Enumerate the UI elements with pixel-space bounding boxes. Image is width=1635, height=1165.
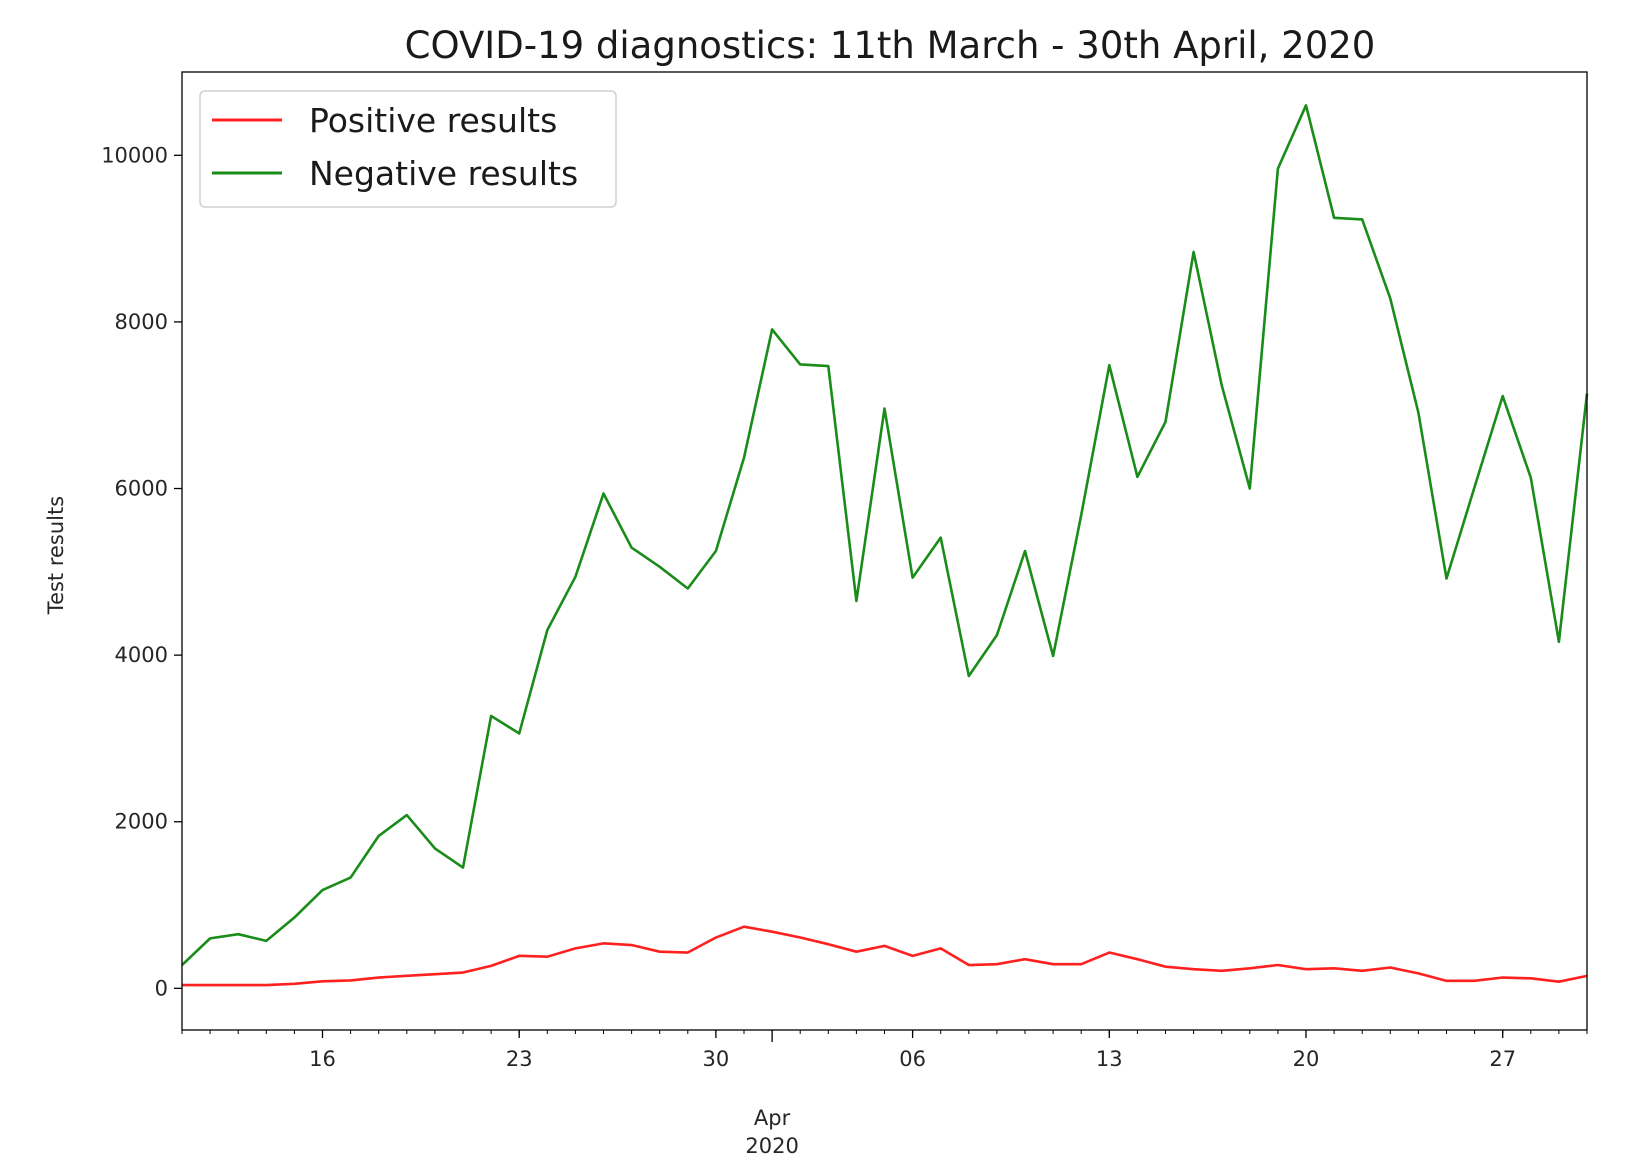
x-major-tick-month: Apr bbox=[754, 1106, 791, 1130]
series-lines bbox=[181, 104, 1589, 987]
x-tick-label: 27 bbox=[1489, 1047, 1516, 1071]
y-tick-label: 10000 bbox=[101, 143, 168, 167]
plot-frame bbox=[181, 71, 1588, 1031]
legend-label-negative: Negative results bbox=[309, 154, 578, 193]
legend-label-positive: Positive results bbox=[309, 101, 557, 140]
plot-area bbox=[182, 72, 1587, 1030]
y-tick-label: 2000 bbox=[115, 810, 168, 834]
y-axis-label: Test results bbox=[44, 496, 68, 615]
series-line-positive bbox=[182, 925, 1588, 987]
y-axis-ticks: 0 2000 4000 6000 8000 10000 bbox=[101, 143, 182, 1000]
x-tick-label: 13 bbox=[1096, 1047, 1123, 1071]
x-tick-label: 20 bbox=[1293, 1047, 1320, 1071]
x-tick-label: 30 bbox=[703, 1047, 730, 1071]
x-tick-label: 16 bbox=[309, 1047, 336, 1071]
x-major-tick-year: 2020 bbox=[745, 1134, 798, 1158]
x-tick-label: 06 bbox=[899, 1047, 926, 1071]
x-tick-label: 23 bbox=[506, 1047, 533, 1071]
y-tick-label: 4000 bbox=[115, 643, 168, 667]
chart-title: COVID-19 diagnostics: 11th March - 30th … bbox=[405, 24, 1376, 67]
y-tick-label: 8000 bbox=[115, 310, 168, 334]
y-tick-label: 0 bbox=[155, 976, 168, 1000]
legend: Positive results Negative results bbox=[199, 90, 617, 208]
y-tick-label: 6000 bbox=[115, 477, 168, 501]
legend-box bbox=[199, 90, 617, 208]
series-line-negative bbox=[181, 104, 1589, 966]
x-axis-ticks: 16 23 30 06 13 20 27 Apr 2020 bbox=[181, 1030, 1588, 1158]
